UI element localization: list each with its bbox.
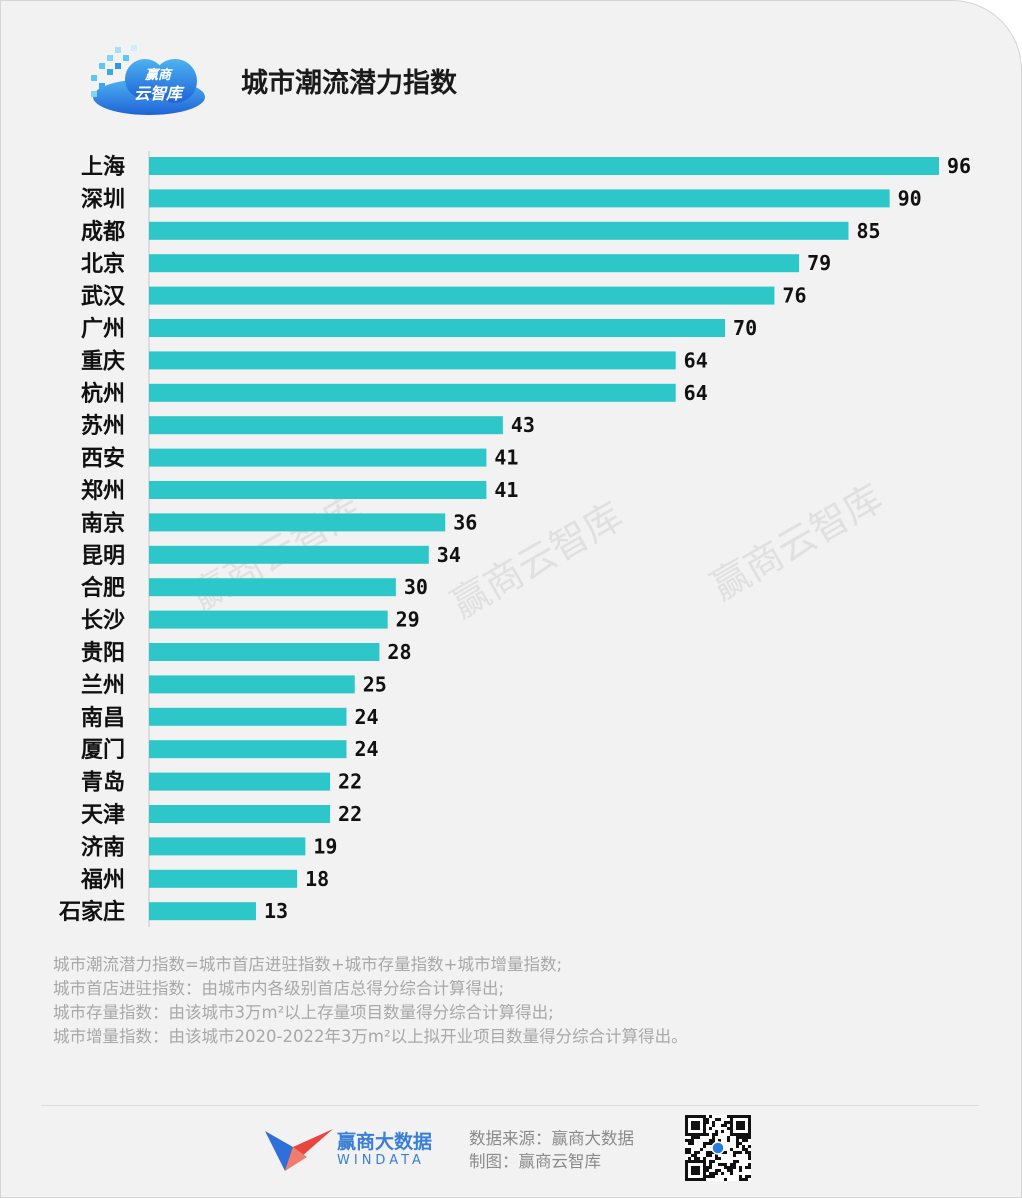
bar <box>149 383 676 402</box>
bar <box>149 351 676 370</box>
bar <box>149 772 331 791</box>
value-label: 96 <box>947 154 971 178</box>
value-label: 41 <box>494 478 518 502</box>
bar <box>149 578 396 597</box>
bar <box>149 869 298 888</box>
value-label: 64 <box>684 381 708 405</box>
category-label: 福州 <box>80 868 125 893</box>
bar <box>149 513 446 532</box>
category-label: 上海 <box>81 154 125 180</box>
category-label: 济南 <box>81 834 125 860</box>
value-label: 25 <box>363 672 387 696</box>
value-label: 79 <box>807 251 831 275</box>
value-label: 28 <box>387 640 411 664</box>
category-label: 贵阳 <box>81 641 125 666</box>
category-label: 南昌 <box>81 706 125 731</box>
category-label: 深圳 <box>81 187 125 212</box>
category-label: 青岛 <box>81 770 125 796</box>
note-line: 城市首店进驻指数：由城市内各级别首店总得分综合计算得出; <box>53 979 505 998</box>
category-label: 厦门 <box>81 737 125 763</box>
watermark-text: 赢商云智库 <box>704 476 891 609</box>
bar <box>149 545 429 564</box>
category-label: 重庆 <box>81 348 125 374</box>
category-label: 武汉 <box>81 285 126 310</box>
bar <box>149 902 256 921</box>
category-label: 南京 <box>81 510 125 536</box>
value-label: 64 <box>684 348 708 372</box>
windata-logo-icon <box>265 1129 333 1171</box>
windata-name: 赢商大数据 <box>337 1131 433 1153</box>
value-label: 19 <box>313 834 337 858</box>
value-label: 30 <box>404 575 428 599</box>
category-label: 郑州 <box>81 479 125 504</box>
value-label: 34 <box>437 543 461 567</box>
bars-group: 上海 96 深圳 90 成都 85 北京 79 武汉 76 广州 70 重庆 64 杭州 64 苏州 43 西安 41… <box>58 154 971 925</box>
value-label: 70 <box>733 316 757 340</box>
bar <box>149 157 939 175</box>
value-label: 22 <box>338 802 362 826</box>
credits: 数据来源：赢商大数据 制图：赢商云智库 <box>469 1127 634 1173</box>
category-label: 苏州 <box>81 413 125 439</box>
value-label: 22 <box>338 770 362 794</box>
bar <box>149 286 775 305</box>
value-label: 43 <box>511 413 535 437</box>
category-label: 西安 <box>81 446 125 472</box>
category-label: 杭州 <box>81 381 125 407</box>
value-label: 24 <box>355 737 379 761</box>
footer-divider <box>41 1105 979 1106</box>
category-label: 石家庄 <box>58 899 125 925</box>
category-label: 广州 <box>81 316 125 342</box>
category-label: 成都 <box>81 220 125 245</box>
notes: 城市潮流潜力指数=城市首店进驻指数+城市存量指数+城市增量指数; 城市首店进驻指… <box>53 953 973 1049</box>
note-line: 城市潮流潜力指数=城市首店进驻指数+城市存量指数+城市增量指数; <box>53 955 563 974</box>
value-label: 90 <box>898 186 922 210</box>
category-label: 长沙 <box>81 609 125 634</box>
note-line: 城市增量指数：由该城市2020-2022年3万m²以上拟开业项目数量得分综合计算… <box>53 1027 688 1046</box>
category-label: 合肥 <box>81 575 125 601</box>
chart-title: 城市潮流潜力指数 <box>241 68 457 99</box>
value-label: 18 <box>305 867 329 891</box>
value-label: 13 <box>264 899 288 923</box>
category-label: 昆明 <box>81 544 125 569</box>
windata-sub: WINDATA <box>337 1153 425 1168</box>
bar <box>149 448 487 467</box>
data-source: 数据来源：赢商大数据 <box>469 1129 634 1148</box>
bar <box>149 610 388 629</box>
bar <box>149 221 849 240</box>
bar <box>149 319 726 337</box>
bar <box>149 254 800 273</box>
yingshang-cloud-logo <box>91 45 205 115</box>
value-label: 29 <box>396 608 420 632</box>
category-label: 兰州 <box>81 672 125 698</box>
category-label: 北京 <box>81 251 125 277</box>
logo-line2: 云智库 <box>133 84 182 103</box>
value-label: 41 <box>494 446 518 470</box>
bar <box>149 805 331 823</box>
bar <box>149 740 347 759</box>
made-by: 制图：赢商云智库 <box>469 1152 601 1171</box>
logo-line1: 赢商 <box>144 68 171 83</box>
qr-code <box>685 1115 751 1181</box>
bar <box>149 189 890 208</box>
value-label: 36 <box>453 510 477 534</box>
bar <box>149 481 487 499</box>
value-label: 24 <box>355 705 379 729</box>
bar <box>149 643 380 661</box>
logo-text: 赢商 云智库 <box>123 67 193 103</box>
bar <box>149 837 306 856</box>
category-label: 天津 <box>81 802 125 828</box>
bar <box>149 707 347 726</box>
bar <box>149 675 355 694</box>
note-line: 城市存量指数：由该城市3万m²以上存量项目数量得分综合计算得出; <box>53 1003 554 1022</box>
value-label: 76 <box>782 284 806 308</box>
value-label: 85 <box>856 219 880 243</box>
bar <box>149 416 503 435</box>
